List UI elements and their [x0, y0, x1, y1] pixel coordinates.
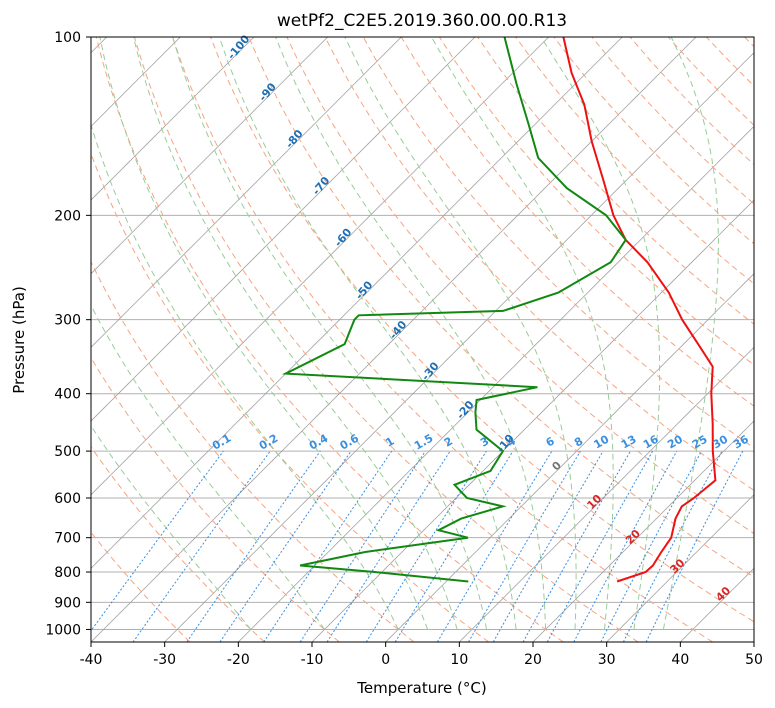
dry-adiabat-line — [286, 37, 754, 535]
dry-adiabat-line — [210, 37, 754, 623]
moist-adiabat-line — [91, 123, 399, 630]
dry-adiabat-line — [324, 37, 754, 491]
dry-adiabat-line — [91, 446, 265, 642]
moist-adiabat-line — [99, 37, 429, 630]
moist-adiabat-line — [275, 37, 547, 630]
moist-adiabat-line — [662, 37, 719, 630]
sounding-lines — [281, 37, 717, 583]
isotherm-line — [164, 52, 754, 642]
mixing-ratio-line — [299, 450, 426, 642]
mixing-ratio-line — [219, 450, 352, 642]
y-tick-label: 800 — [54, 565, 81, 581]
isotherm-line — [91, 37, 697, 642]
isotherm-line — [459, 346, 754, 642]
mixing-ratio-line — [522, 450, 631, 642]
y-tick-label: 100 — [54, 30, 81, 46]
y-tick-label: 300 — [54, 313, 81, 329]
x-tick-label: 40 — [671, 652, 689, 668]
y-tick-label: 400 — [54, 387, 81, 403]
mixing-ratio-line — [326, 450, 451, 642]
dewpoint-line — [281, 37, 627, 583]
isotherm-line — [532, 420, 754, 642]
y-tick-label: 700 — [54, 531, 81, 547]
x-tick-label: -30 — [153, 652, 176, 668]
moist-adiabat-line — [218, 37, 517, 630]
dry-adiabat-line — [95, 37, 564, 642]
y-tick-label: 500 — [54, 444, 81, 460]
y-tick-label: 900 — [54, 595, 81, 611]
y-axis-title: Pressure (hPa) — [10, 286, 28, 394]
mixing-ratio-line — [263, 450, 393, 642]
y-tick-label: 200 — [54, 208, 81, 224]
moist-adiabat-line — [91, 304, 326, 630]
dry-adiabat-line — [515, 37, 754, 285]
isotherm-line — [91, 37, 623, 569]
isotherm-line — [91, 37, 549, 496]
mixing-ratio-line — [394, 450, 514, 642]
x-tick-label: 0 — [381, 652, 390, 668]
x-tick-label: 30 — [598, 652, 616, 668]
axes: -40 -30 -20 -10 0 10 20 30 40 50 100 200 300 400 500 60… — [45, 30, 763, 668]
x-tick-label: 10 — [450, 652, 468, 668]
x-tick-label: -10 — [301, 652, 324, 668]
moist-adiabat-line — [91, 424, 252, 630]
dry-adiabat-line — [133, 37, 639, 642]
moist-adiabat-line — [540, 37, 661, 630]
isotherm-line — [680, 567, 754, 642]
mixing-ratio-line — [91, 450, 224, 632]
isotherm-line — [91, 37, 476, 422]
temperature-line — [562, 37, 717, 583]
isotherm-line — [238, 125, 754, 642]
moist-adiabat-line — [431, 37, 614, 630]
moist-adiabat-line — [172, 37, 488, 630]
y-tick-label: 600 — [54, 491, 81, 507]
x-tick-label: 50 — [745, 652, 763, 668]
x-tick-label: -20 — [227, 652, 250, 668]
x-tick-label: -40 — [80, 652, 103, 668]
dry-adiabat-line — [248, 37, 754, 578]
moist-adiabat-line — [132, 37, 458, 630]
dry-adiabat-line — [91, 260, 415, 642]
mixing-ratio-line — [645, 450, 744, 642]
background-lines — [91, 37, 754, 642]
plot-frame — [90, 36, 755, 643]
x-axis-title: Temperature (°C) — [356, 679, 486, 697]
dry-adiabat-line — [477, 37, 754, 325]
dry-adiabat-line — [91, 356, 340, 642]
mixing-ratio-line — [573, 450, 678, 642]
x-tick-label: 20 — [524, 652, 542, 668]
dry-adiabat-line — [172, 37, 713, 642]
mixing-ratio-line — [492, 450, 604, 642]
mixing-ratio-line — [132, 450, 271, 642]
isotherm-line — [606, 494, 754, 642]
y-tick-label: 1000 — [45, 622, 81, 638]
isotherm-line — [385, 273, 754, 642]
mixing-ratio-line — [546, 450, 654, 642]
chart-title: wetPf2_C2E5.2019.360.00.00.R13 — [277, 11, 567, 31]
mixing-ratio-line — [186, 450, 321, 642]
